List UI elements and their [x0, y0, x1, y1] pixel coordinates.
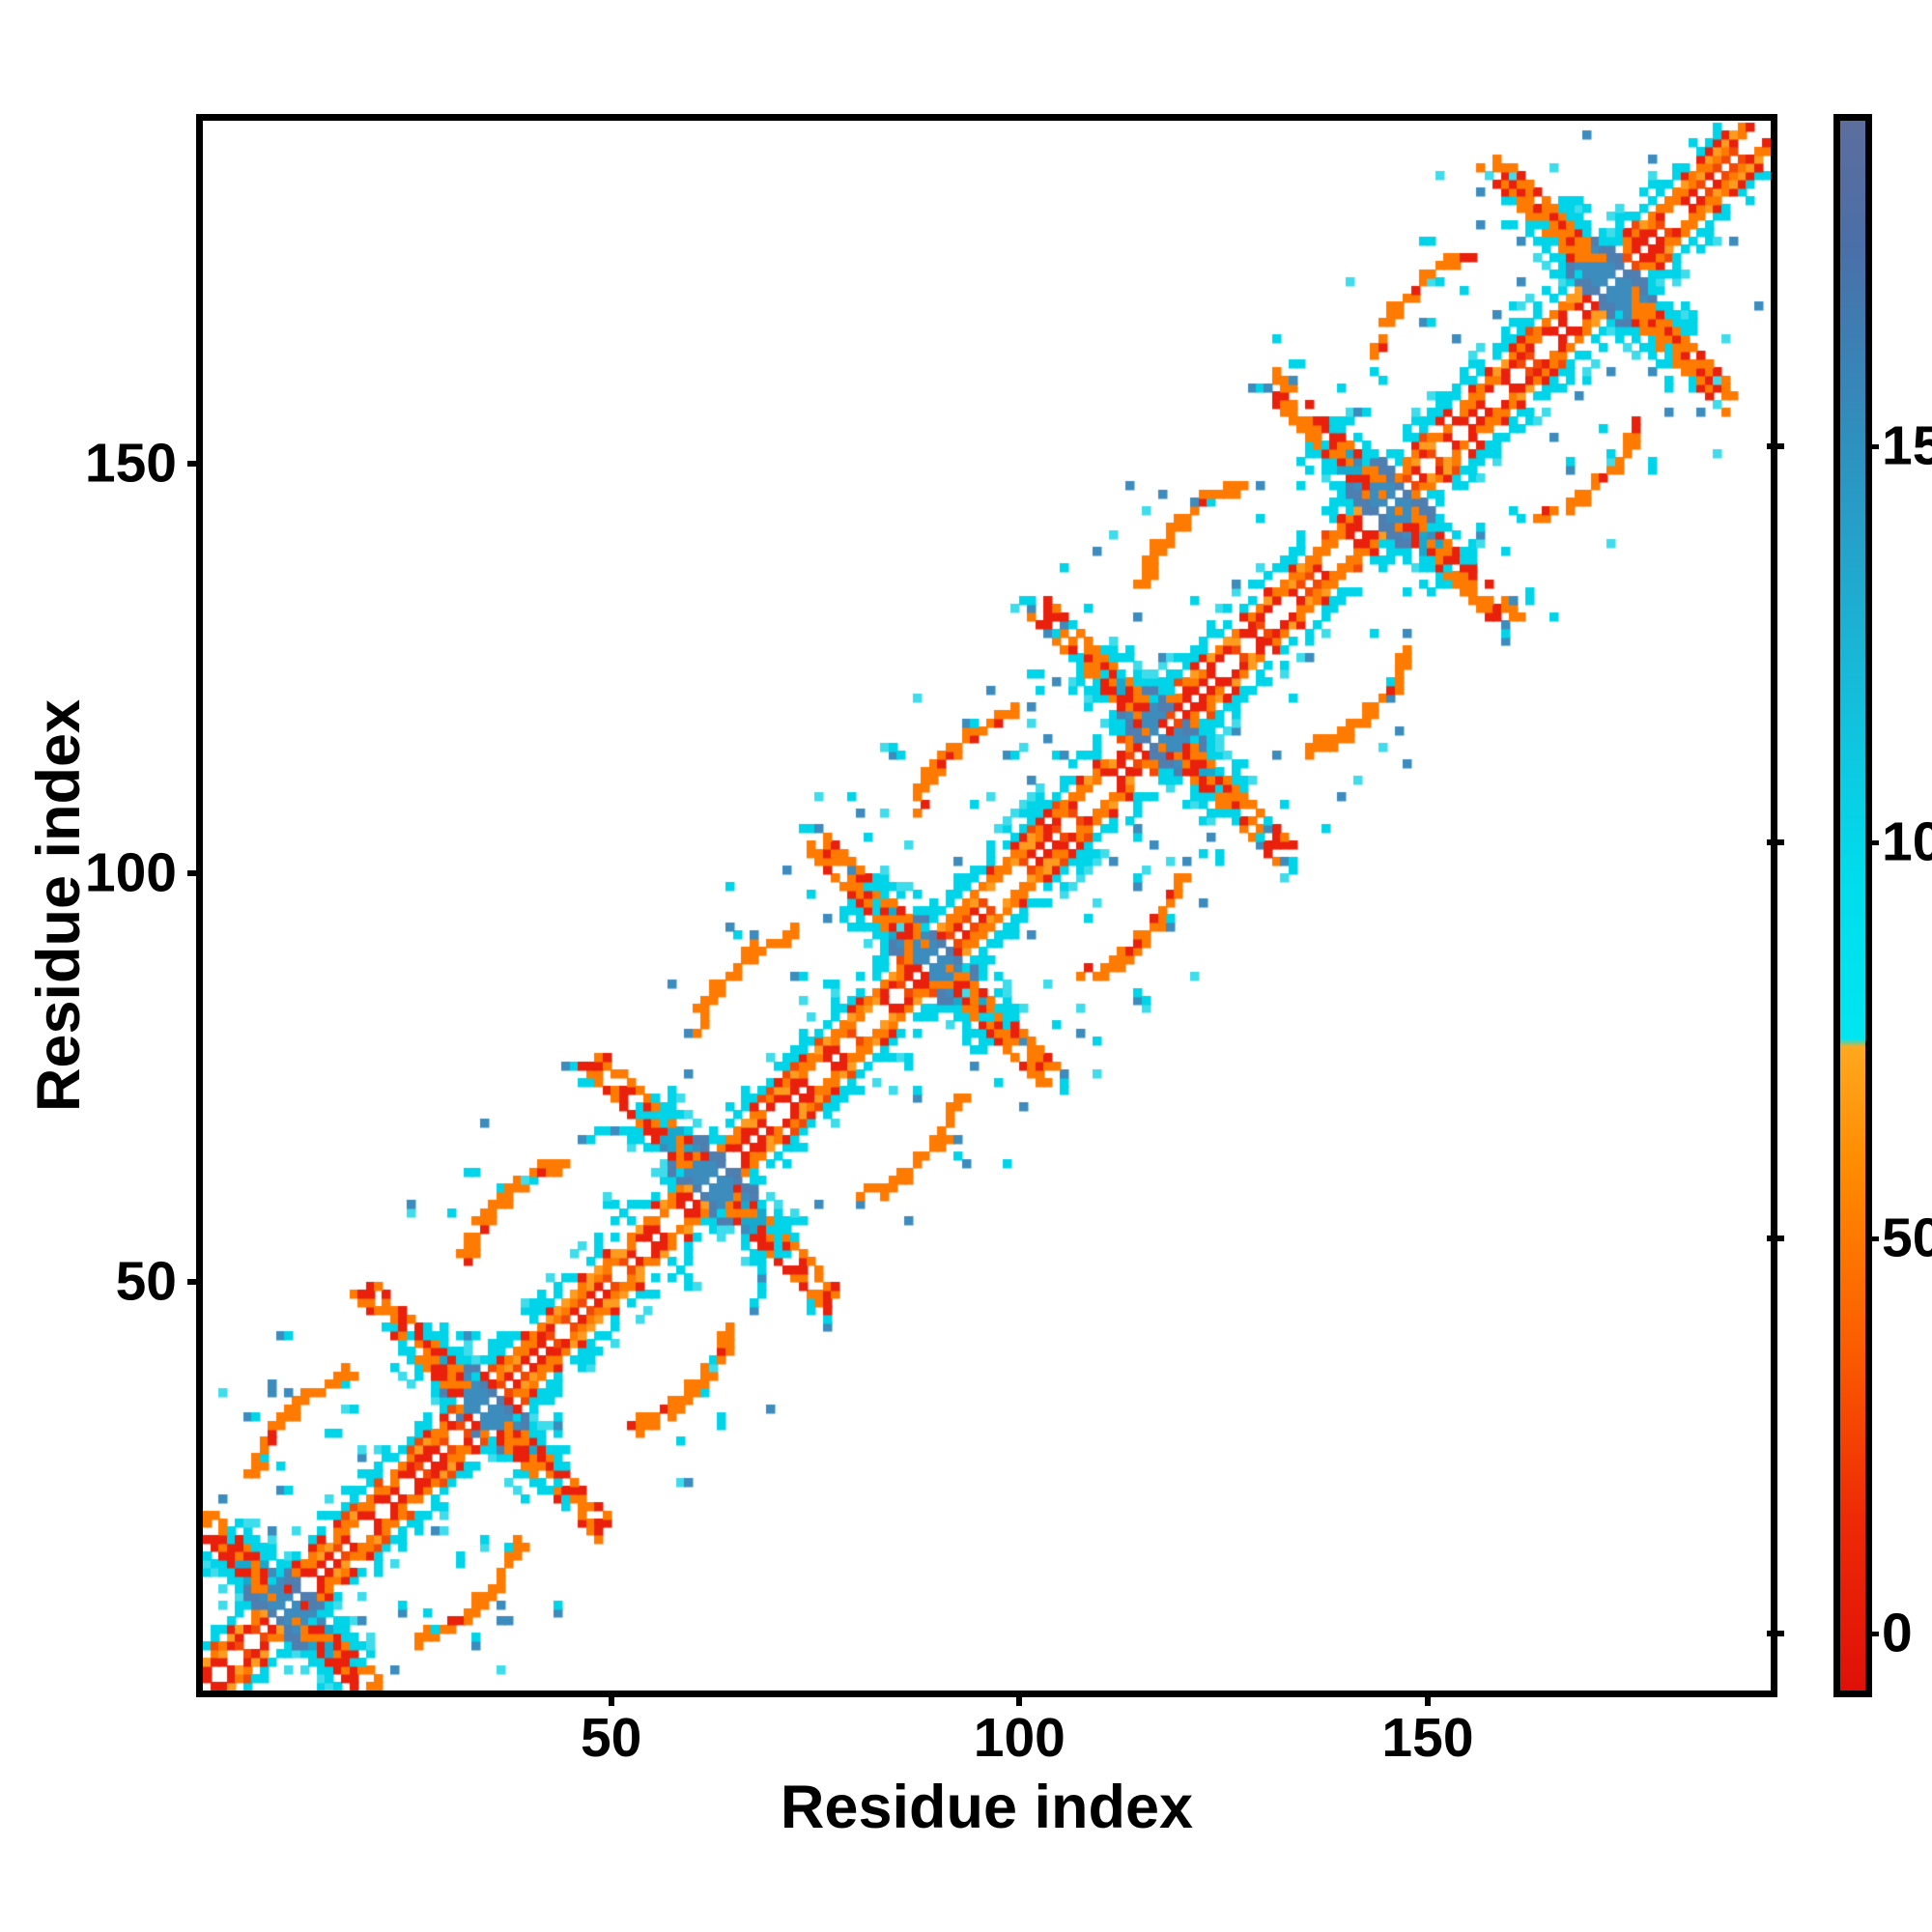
- colorbar-tick: [1866, 839, 1879, 845]
- contact-map-canvas: [203, 121, 1771, 1690]
- y-axis-title: Residue index: [25, 698, 93, 1113]
- x-axis-tick: [608, 1690, 614, 1706]
- y-axis-tick: [187, 461, 203, 468]
- contact-map-plot: [196, 114, 1777, 1697]
- colorbar-tick: [1866, 444, 1879, 450]
- colorbar-tick-label: 50: [1882, 1207, 1932, 1269]
- colorbar-tick-label: 0: [1882, 1602, 1913, 1664]
- right-spine-tick: [1767, 1235, 1784, 1241]
- colorbar-gradient: [1840, 121, 1865, 1690]
- x-axis-tick-label: 150: [1381, 1707, 1474, 1769]
- right-spine-tick: [1767, 443, 1784, 450]
- y-axis-tick-label: 150: [84, 432, 177, 495]
- right-spine-tick: [1767, 1631, 1784, 1637]
- y-axis-tick-label: 50: [115, 1250, 177, 1313]
- colorbar-tick: [1866, 1632, 1879, 1637]
- y-axis-tick: [187, 1278, 203, 1285]
- y-axis-tick-label: 100: [84, 841, 177, 904]
- x-axis-tick-label: 50: [580, 1707, 642, 1769]
- colorbar: [1833, 114, 1872, 1697]
- y-axis-tick: [187, 869, 203, 876]
- colorbar-tick: [1866, 1236, 1879, 1241]
- x-axis-tick: [1424, 1690, 1431, 1706]
- right-spine-tick: [1767, 838, 1784, 845]
- colorbar-tick-label: 150: [1882, 414, 1932, 477]
- colorbar-box: [1833, 114, 1872, 1697]
- colorbar-tick-label: 100: [1882, 810, 1932, 873]
- x-axis-tick-label: 100: [973, 1707, 1065, 1769]
- x-axis-tick: [1016, 1690, 1023, 1706]
- x-axis-title: Residue index: [780, 1774, 1194, 1841]
